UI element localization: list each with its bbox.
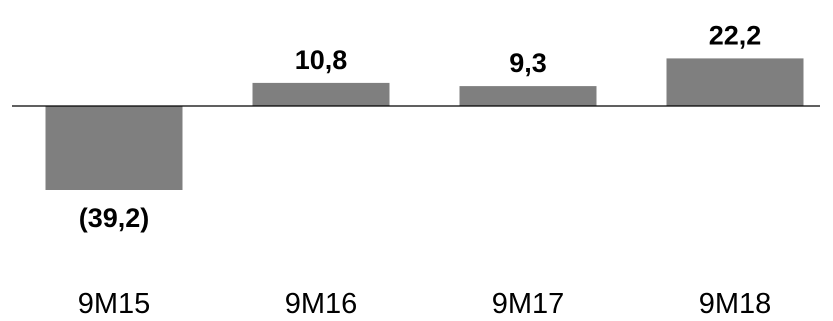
bar-9m17 — [459, 86, 597, 106]
category-label-9m15: 9M15 — [78, 288, 151, 320]
data-label-9m16: 10,8 — [295, 45, 348, 75]
category-label-9m17: 9M17 — [492, 288, 565, 320]
data-label-9m18: 22,2 — [709, 20, 762, 50]
data-labels-group: (39,2) 10,8 9,3 22,2 — [79, 20, 762, 233]
bar-9m15 — [45, 106, 183, 190]
category-labels-group: 9M15 9M16 9M17 9M18 — [78, 288, 772, 320]
data-label-9m15: (39,2) — [79, 203, 150, 233]
bars-group — [45, 58, 804, 190]
data-label-9m17: 9,3 — [509, 48, 547, 78]
category-label-9m18: 9M18 — [699, 288, 772, 320]
category-label-9m16: 9M16 — [285, 288, 358, 320]
bar-9m16 — [252, 82, 390, 106]
bar-9m18 — [666, 58, 804, 106]
